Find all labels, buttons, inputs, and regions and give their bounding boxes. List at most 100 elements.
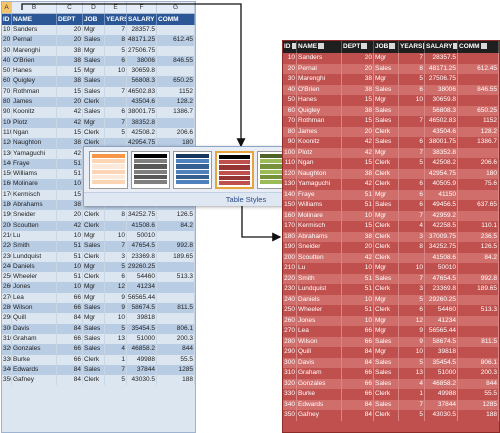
table-cell[interactable] <box>105 220 127 231</box>
table-cell[interactable]: 15 <box>57 127 83 139</box>
table-cell[interactable]: Davis <box>297 357 342 368</box>
table-cell[interactable]: 7 <box>105 25 127 36</box>
table-cell[interactable]: Davis <box>12 323 57 334</box>
filter-dropdown-icon[interactable] <box>480 43 487 50</box>
table-cell[interactable]: 811.5 <box>458 336 499 347</box>
table-cell[interactable]: 190 <box>2 210 12 221</box>
table-cell[interactable]: Abrahams <box>297 231 342 242</box>
table-cell[interactable]: 206.6 <box>458 158 499 169</box>
table-cell[interactable]: 38001.75 <box>127 107 157 118</box>
table-cell[interactable]: Sales <box>374 63 399 74</box>
table-cell[interactable]: 650.25 <box>157 76 195 87</box>
table-cell[interactable]: 51 <box>342 200 374 211</box>
table-cell[interactable]: Quill <box>12 313 57 324</box>
table-cell[interactable]: 34252.75 <box>425 242 458 253</box>
table-cell[interactable]: 38 <box>342 168 374 179</box>
table-cell[interactable]: 7 <box>399 147 425 158</box>
table-cell[interactable]: 66 <box>57 354 83 365</box>
table-cell[interactable]: 42 <box>342 147 374 158</box>
table-row[interactable]: 20 Pernal 20 Sales 8 48171.25 612.45 <box>2 35 195 46</box>
table-cell[interactable]: Lea <box>12 292 57 304</box>
table-cell[interactable]: 110 <box>2 127 12 139</box>
table-cell[interactable]: 39818 <box>425 347 458 358</box>
table-cell[interactable]: 38352.8 <box>425 147 458 158</box>
table-cell[interactable]: Kermisch <box>297 221 342 232</box>
column-letter[interactable]: D <box>83 2 105 13</box>
table-cell[interactable]: 66 <box>342 368 374 379</box>
table-cell[interactable]: Mgr <box>374 294 399 305</box>
table-row[interactable]: 80 James 20 Clerk 43504.6 128.2 <box>2 97 195 108</box>
filter-dropdown-icon[interactable] <box>453 43 457 50</box>
column-letter[interactable]: A <box>2 2 12 13</box>
table-cell[interactable]: 340 <box>283 399 297 410</box>
table-cell[interactable]: 42959.2 <box>425 210 458 221</box>
table-cell[interactable] <box>157 282 195 293</box>
table-cell[interactable]: 350 <box>283 410 297 421</box>
table-cell[interactable]: 49988 <box>425 389 458 400</box>
table-cell[interactable]: 5 <box>105 375 127 386</box>
table-cell[interactable]: Marenghi <box>297 74 342 85</box>
table-cell[interactable]: 35454.5 <box>127 323 157 334</box>
table-cell[interactable]: 66 <box>342 389 374 400</box>
table-cell[interactable]: 15 <box>342 221 374 232</box>
table-cell[interactable]: 66 <box>342 378 374 389</box>
table-cell[interactable]: 42508.2 <box>127 127 157 139</box>
table-cell[interactable]: 66 <box>342 336 374 347</box>
table-cell[interactable]: 42 <box>342 252 374 263</box>
table-cell[interactable]: Hanes <box>297 95 342 106</box>
table-cell[interactable]: Sneider <box>12 210 57 221</box>
table-cell[interactable]: 650.25 <box>458 105 499 116</box>
table-row[interactable]: 60 Quigley 38 Sales 56808.3 650.25 <box>2 76 195 87</box>
table-cell[interactable]: 15 <box>342 158 374 169</box>
table-cell[interactable]: 46502.83 <box>127 86 157 98</box>
table-cell[interactable]: 7 <box>399 273 425 284</box>
table-cell[interactable]: Rothman <box>297 116 342 127</box>
table-cell[interactable]: 8 <box>105 35 127 46</box>
table-cell[interactable]: Mgr <box>374 53 399 64</box>
table-cell[interactable]: 300 <box>283 357 297 368</box>
table-cell[interactable]: 236.5 <box>458 231 499 242</box>
table-cell[interactable]: 42 <box>342 179 374 190</box>
table-cell[interactable]: Graham <box>297 368 342 379</box>
table-cell[interactable]: 51 <box>342 284 374 295</box>
table-cell[interactable]: Clerk <box>83 97 105 108</box>
table-cell[interactable]: 128.2 <box>458 126 499 137</box>
table-cell[interactable]: 48171.25 <box>127 35 157 46</box>
table-cell[interactable] <box>458 326 499 337</box>
table-cell[interactable]: 1 <box>105 354 127 365</box>
header-cell[interactable]: SALARY <box>127 14 157 25</box>
table-cell[interactable]: Mgr <box>83 230 105 242</box>
table-cell[interactable]: 6 <box>399 137 425 148</box>
table-cell[interactable]: 140 <box>2 158 12 170</box>
table-cell[interactable]: 1152 <box>157 86 195 98</box>
table-cell[interactable]: 20 <box>342 242 374 253</box>
header-cell[interactable]: SALARY <box>425 41 458 53</box>
table-cell[interactable]: 84 <box>342 410 374 421</box>
table-cell[interactable]: 30659.8 <box>127 66 157 77</box>
table-cell[interactable]: Clerk <box>374 284 399 295</box>
table-cell[interactable]: 7 <box>105 86 127 98</box>
table-cell[interactable]: 66 <box>57 333 83 345</box>
table-cell[interactable]: Smith <box>12 241 57 252</box>
table-cell[interactable]: 42 <box>57 220 83 231</box>
table-cell[interactable]: 20 <box>342 53 374 64</box>
table-cell[interactable]: Clerk <box>374 252 399 263</box>
table-cell[interactable]: 37844 <box>425 399 458 410</box>
table-cell[interactable]: 30 <box>2 45 12 56</box>
table-cell[interactable]: Sales <box>83 76 105 87</box>
table-cell[interactable]: 637.65 <box>458 200 499 211</box>
table-cell[interactable]: 7 <box>105 117 127 128</box>
table-cell[interactable]: 70 <box>283 116 297 127</box>
table-cell[interactable]: 10 <box>105 66 127 77</box>
table-cell[interactable]: 30659.8 <box>425 95 458 106</box>
table-cell[interactable]: 140 <box>283 189 297 200</box>
table-cell[interactable]: Lu <box>297 263 342 274</box>
